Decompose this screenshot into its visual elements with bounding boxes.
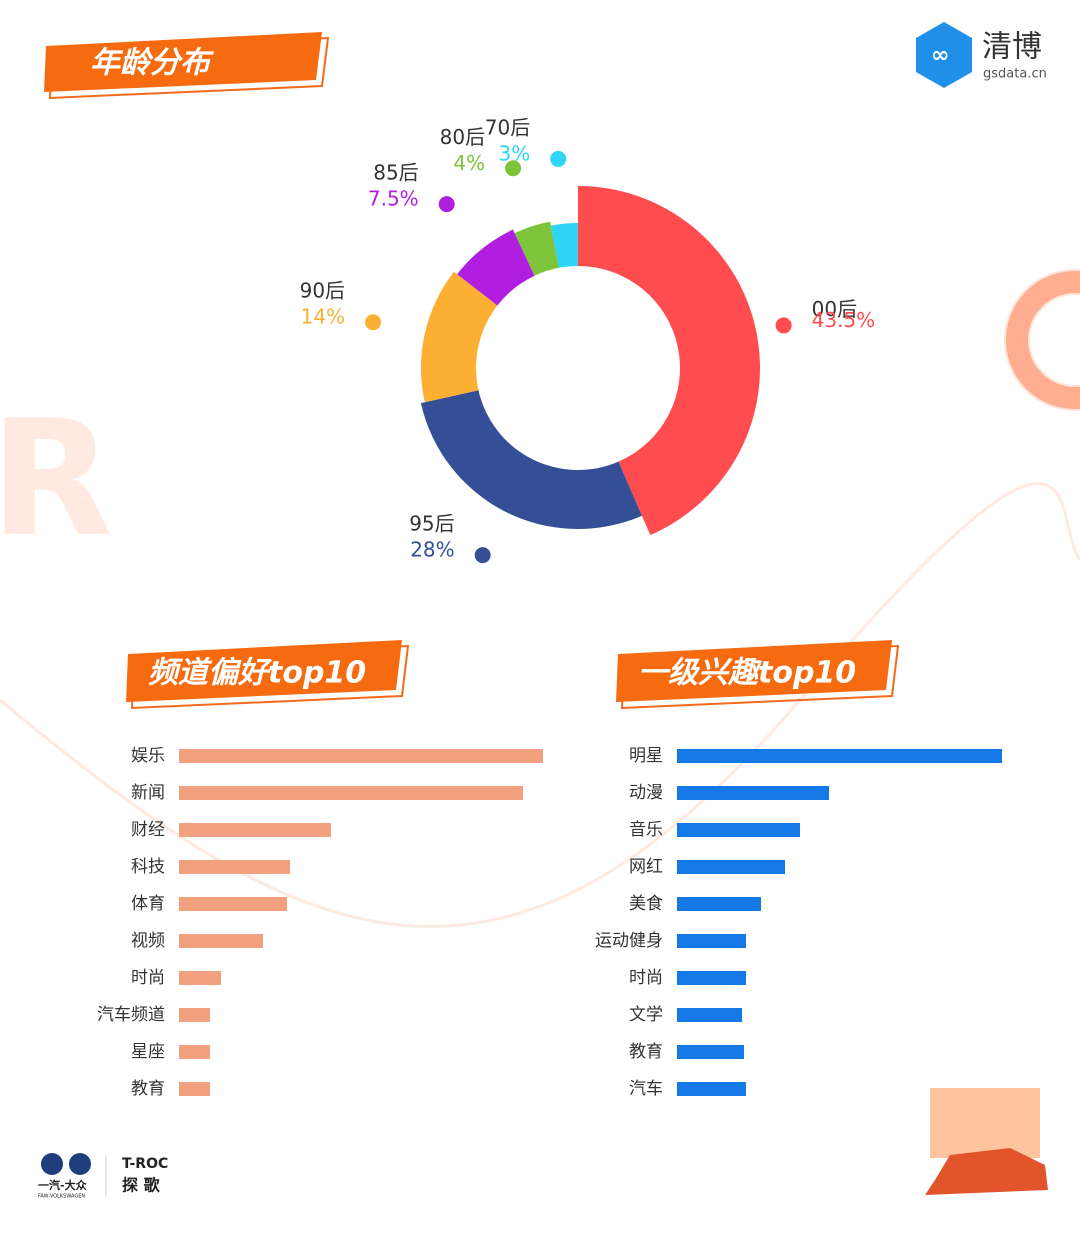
bar xyxy=(179,934,263,948)
donut-slice xyxy=(550,223,578,268)
logo-icon xyxy=(916,22,972,88)
category-label: 财经 xyxy=(131,820,165,840)
category-label: 85后 xyxy=(373,161,418,185)
bar xyxy=(677,1082,746,1096)
bar xyxy=(677,860,785,874)
value-label: 43.5% xyxy=(812,308,876,332)
donut-slice xyxy=(578,186,761,536)
category-label: 文学 xyxy=(629,1005,663,1025)
category-label: 明星 xyxy=(629,746,663,766)
category-label: 教育 xyxy=(131,1079,165,1099)
logo-glyph: ∞ xyxy=(931,43,949,68)
chart-title: 年龄分布 xyxy=(90,46,215,81)
category-label: 时尚 xyxy=(131,968,165,988)
footer: 一汽-大众 FAW-VOLKSWAGEN T-ROC 探 歌 xyxy=(38,1088,1048,1200)
category-label: 美食 xyxy=(629,894,663,914)
brand-site: gsdata.cn xyxy=(983,67,1047,82)
category-label: 时尚 xyxy=(629,968,663,988)
bar xyxy=(677,749,1002,763)
bar xyxy=(179,971,221,985)
category-label: 70后 xyxy=(485,115,530,139)
legend-dot xyxy=(775,317,792,334)
bar xyxy=(677,1008,742,1022)
category-label: 95后 xyxy=(409,512,454,536)
bar xyxy=(677,897,761,911)
value-label: 14% xyxy=(301,305,345,329)
donut-slice xyxy=(457,229,535,306)
logo: ∞ 清博 gsdata.cn xyxy=(916,22,1047,88)
chart-title: 一级兴趣top10 xyxy=(638,656,856,691)
category-label: 科技 xyxy=(131,857,165,877)
model-cn: 探 歌 xyxy=(122,1176,161,1195)
category-label: 动漫 xyxy=(629,783,663,803)
banner-fill xyxy=(44,32,322,92)
model: T-ROC xyxy=(122,1156,168,1172)
banner: 频道偏好top10 xyxy=(126,640,410,710)
category-label: 娱乐 xyxy=(131,746,165,766)
category-label: 音乐 xyxy=(629,820,663,840)
category-label: 00后 xyxy=(812,297,857,321)
bar xyxy=(677,823,800,837)
decor-ring xyxy=(1006,271,1080,409)
category-label: 教育 xyxy=(629,1042,663,1062)
banner: 一级兴趣top10 xyxy=(616,640,900,710)
donut-slice xyxy=(420,271,498,403)
category-label: 网红 xyxy=(629,857,663,877)
banner-fill xyxy=(616,640,892,702)
bar xyxy=(677,934,746,948)
category-label: 新闻 xyxy=(131,783,165,803)
value-label: 4% xyxy=(453,151,485,175)
legend-dot xyxy=(438,196,455,213)
decor-block xyxy=(930,1088,1040,1158)
brand-name: 清博 xyxy=(982,30,1042,65)
bar xyxy=(677,971,746,985)
bar xyxy=(179,1082,210,1096)
logo-mark xyxy=(41,1153,63,1175)
value-label: 7.5% xyxy=(368,187,419,211)
bar xyxy=(179,1045,210,1059)
bar xyxy=(677,786,829,800)
category-label: 90后 xyxy=(300,279,345,303)
donut-slice xyxy=(514,221,559,276)
maker-en: FAW-VOLKSWAGEN xyxy=(38,1194,85,1200)
category-label: 视频 xyxy=(131,931,165,951)
donut-slice xyxy=(420,390,642,529)
category-label: 体育 xyxy=(131,894,165,914)
bar xyxy=(179,897,287,911)
bar xyxy=(677,1045,744,1059)
legend-dot xyxy=(505,160,522,177)
legend-dot xyxy=(365,314,382,331)
car xyxy=(925,1148,1048,1195)
banner: 年龄分布 xyxy=(44,32,330,100)
legend-dot xyxy=(550,150,567,167)
bar xyxy=(179,860,290,874)
chart-title: 频道偏好top10 xyxy=(148,656,366,691)
category-label: 80后 xyxy=(440,125,485,149)
bar xyxy=(179,1008,210,1022)
category-label: 星座 xyxy=(131,1042,165,1062)
logo-mark xyxy=(69,1153,91,1175)
bar xyxy=(179,749,543,763)
legend-dot xyxy=(474,547,491,564)
decor-letter: R xyxy=(0,385,113,572)
bar xyxy=(179,823,331,837)
value-label: 3% xyxy=(499,141,531,165)
maker: 一汽-大众 xyxy=(38,1178,88,1192)
category-label: 汽车 xyxy=(629,1079,663,1099)
value-label: 28% xyxy=(410,538,454,562)
bar xyxy=(179,786,523,800)
banner-fill xyxy=(126,640,402,702)
category-label: 运动健身 xyxy=(595,931,663,951)
category-label: 汽车频道 xyxy=(97,1005,165,1025)
